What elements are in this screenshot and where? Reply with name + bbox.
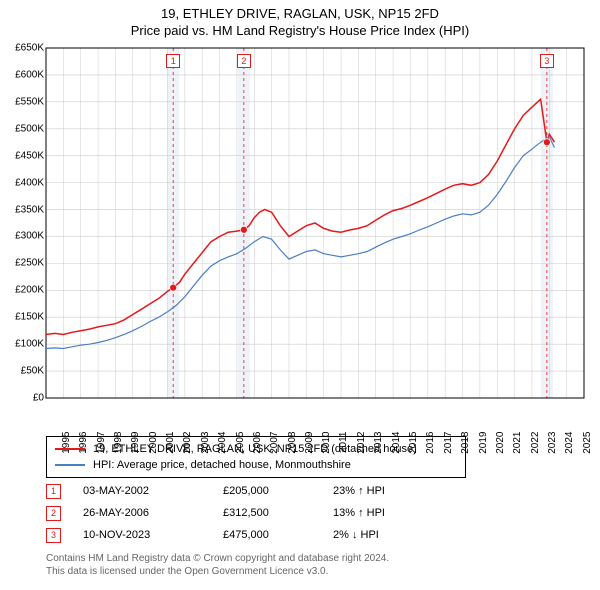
- plot-area: [46, 48, 584, 398]
- sale-price: £312,500: [223, 507, 333, 519]
- sale-marker-box: 2: [237, 54, 251, 68]
- x-tick-label: 2019: [477, 432, 488, 454]
- sale-number-box: 1: [46, 484, 61, 499]
- sale-number-box: 2: [46, 506, 61, 521]
- x-tick-label: 2021: [512, 432, 523, 454]
- chart-svg: [46, 48, 584, 398]
- x-tick-label: 2024: [564, 432, 575, 454]
- y-tick-label: £50K: [21, 366, 44, 377]
- legend: 19, ETHLEY DRIVE, RAGLAN, USK, NP15 2FD …: [46, 436, 466, 478]
- x-tick-label: 2023: [547, 432, 558, 454]
- legend-label-2: HPI: Average price, detached house, Monm…: [93, 459, 351, 471]
- legend-label-1: 19, ETHLEY DRIVE, RAGLAN, USK, NP15 2FD …: [93, 443, 417, 455]
- y-tick-label: £150K: [15, 312, 44, 323]
- x-tick-label: 2020: [495, 432, 506, 454]
- sales-table-row: 3 10-NOV-2023£475,0002% ↓ HPI: [46, 524, 453, 546]
- legend-row: HPI: Average price, detached house, Monm…: [55, 457, 457, 473]
- y-tick-label: £550K: [15, 96, 44, 107]
- sale-marker-box: 1: [166, 54, 180, 68]
- footer-line2: This data is licensed under the Open Gov…: [46, 565, 389, 578]
- y-tick-label: £650K: [15, 43, 44, 54]
- y-tick-label: £350K: [15, 204, 44, 215]
- sale-delta: 23% ↑ HPI: [333, 485, 453, 497]
- footer-line1: Contains HM Land Registry data © Crown c…: [46, 552, 389, 565]
- sale-delta: 2% ↓ HPI: [333, 529, 453, 541]
- sales-table-row: 1 03-MAY-2002£205,00023% ↑ HPI: [46, 480, 453, 502]
- y-tick-label: £400K: [15, 177, 44, 188]
- y-tick-label: £250K: [15, 258, 44, 269]
- legend-row: 19, ETHLEY DRIVE, RAGLAN, USK, NP15 2FD …: [55, 441, 457, 457]
- sale-price: £475,000: [223, 529, 333, 541]
- y-tick-label: £100K: [15, 339, 44, 350]
- sale-price: £205,000: [223, 485, 333, 497]
- x-tick-label: 2025: [581, 432, 592, 454]
- legend-swatch-1: [55, 448, 85, 450]
- sale-date: 10-NOV-2023: [83, 529, 223, 541]
- sale-date: 03-MAY-2002: [83, 485, 223, 497]
- sales-table-row: 2 26-MAY-2006£312,50013% ↑ HPI: [46, 502, 453, 524]
- y-tick-label: £200K: [15, 285, 44, 296]
- x-tick-label: 2022: [529, 432, 540, 454]
- title-line2: Price paid vs. HM Land Registry's House …: [0, 23, 600, 40]
- y-tick-label: £300K: [15, 231, 44, 242]
- title-line1: 19, ETHLEY DRIVE, RAGLAN, USK, NP15 2FD: [0, 6, 600, 23]
- sale-marker-box: 3: [540, 54, 554, 68]
- legend-swatch-2: [55, 464, 85, 466]
- sale-date: 26-MAY-2006: [83, 507, 223, 519]
- sale-number-box: 3: [46, 528, 61, 543]
- footer: Contains HM Land Registry data © Crown c…: [46, 552, 389, 578]
- y-tick-label: £500K: [15, 123, 44, 134]
- y-tick-label: £0: [33, 393, 44, 404]
- sale-delta: 13% ↑ HPI: [333, 507, 453, 519]
- y-tick-label: £450K: [15, 150, 44, 161]
- y-tick-label: £600K: [15, 69, 44, 80]
- chart-title: 19, ETHLEY DRIVE, RAGLAN, USK, NP15 2FD …: [0, 0, 600, 40]
- sales-table: 1 03-MAY-2002£205,00023% ↑ HPI 2 26-MAY-200…: [46, 480, 453, 546]
